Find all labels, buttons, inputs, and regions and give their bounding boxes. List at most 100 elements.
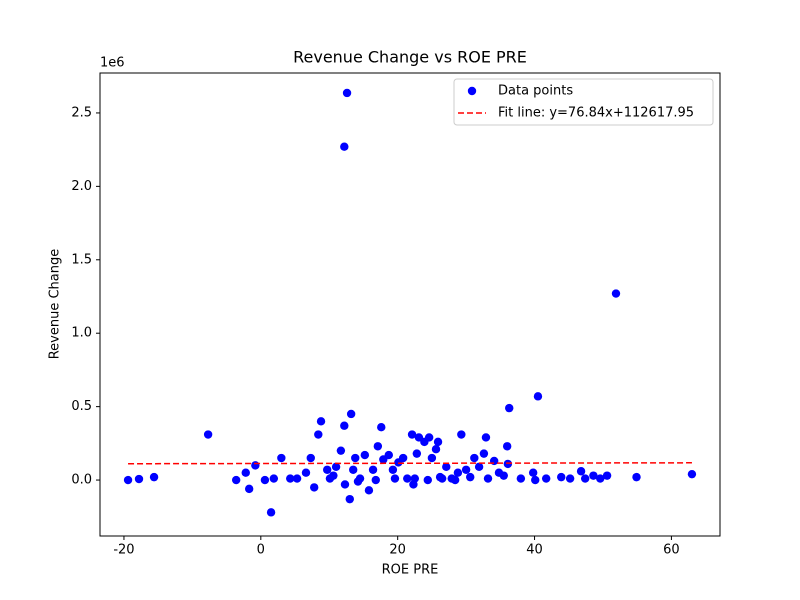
data-point [351,453,360,463]
data-point [340,142,349,151]
data-point [503,459,513,469]
x-tick-label: 60 [663,543,680,558]
data-point [466,472,475,482]
data-point [589,471,598,480]
chart-title: Revenue Change vs ROE PRE [293,48,527,67]
y-tick-label: 1.5 [71,252,92,267]
data-point [377,422,386,432]
data-point [388,465,398,474]
data-point [431,445,441,454]
data-point [533,392,543,401]
data-point [286,474,295,483]
data-point [502,442,512,451]
data-point [349,465,358,474]
data-point [576,467,586,476]
data-point [499,471,508,480]
data-point [453,468,463,477]
data-point [384,450,393,460]
data-point [541,474,551,483]
data-point [292,474,302,483]
legend-label: Fit line: y=76.84x+112617.95 [498,106,694,121]
data-point [481,433,491,442]
data-point [528,468,538,477]
data-point [373,442,383,451]
data-point [345,494,354,504]
data-point [632,472,641,482]
data-point [301,468,311,477]
data-point [596,474,605,483]
data-point [306,453,315,463]
data-point [241,468,250,477]
data-point [433,437,443,447]
data-point [368,465,378,474]
data-point [390,474,400,483]
data-point [316,417,326,426]
data-point [565,474,575,483]
data-point [340,421,349,430]
data-point [251,461,260,470]
data-point [407,430,417,439]
data-point [314,430,323,439]
data-point [457,430,466,439]
data-point [687,469,697,479]
x-tick-label: 0 [257,543,265,558]
data-point [360,450,370,460]
data-point [346,409,356,419]
data-point [437,474,447,483]
data-point [403,474,412,483]
data-point [123,475,133,485]
x-tick-label: -20 [113,543,134,558]
data-point [329,471,338,480]
data-point [470,453,479,463]
plot-frame [99,72,721,537]
x-tick-label: 40 [526,543,543,558]
data-point [398,453,408,463]
data-point [371,475,380,485]
data-point [260,475,270,485]
x-tick-label: 20 [389,543,406,558]
data-point [266,508,276,517]
legend-label: Data points [498,84,573,99]
data-point [203,430,213,439]
data-point [134,474,144,484]
legend-swatch [467,86,477,96]
data-point [450,475,460,485]
data-point [531,475,540,485]
data-point [505,403,514,413]
data-point [277,453,286,463]
data-point [424,433,434,442]
fit-line [128,462,692,465]
data-point [342,88,352,98]
data-point [336,446,346,455]
data-point [244,484,254,494]
y-tick-label: 2.5 [71,105,92,120]
data-point [483,474,493,483]
data-point [231,475,241,485]
data-point [309,483,319,492]
data-point [489,456,499,466]
data-point [269,474,279,483]
data-point [331,462,341,472]
data-point [611,289,621,298]
data-point [410,474,419,483]
data-point [322,465,332,474]
y-tick-label: 0.5 [71,399,92,414]
y-tick-label: 2.0 [71,179,92,194]
data-point [461,465,471,474]
y-tick-label: 1.0 [71,326,92,341]
data-point [427,453,437,463]
data-point [516,474,526,483]
data-point [423,475,432,485]
x-axis-label: ROE PRE [382,563,439,578]
data-point [580,474,590,483]
y-axis-label: Revenue Change [48,249,63,360]
data-point [364,486,374,495]
legend-box [453,78,714,126]
data-point [340,480,350,489]
data-point [442,462,451,472]
data-point [149,472,159,482]
data-point [602,471,612,480]
data-point [353,477,363,486]
y-tick-label: 0.0 [71,473,92,488]
